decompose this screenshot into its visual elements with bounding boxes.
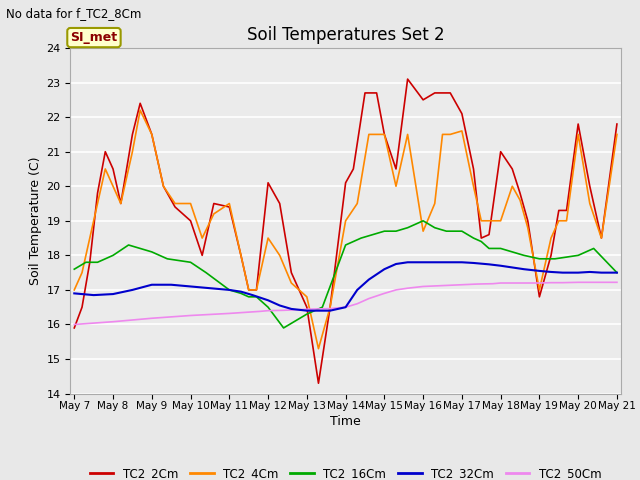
Legend: TC2_2Cm, TC2_4Cm, TC2_16Cm, TC2_32Cm, TC2_50Cm: TC2_2Cm, TC2_4Cm, TC2_16Cm, TC2_32Cm, TC… xyxy=(85,462,606,480)
Text: SI_met: SI_met xyxy=(70,31,118,44)
Y-axis label: Soil Temperature (C): Soil Temperature (C) xyxy=(29,156,42,285)
X-axis label: Time: Time xyxy=(330,415,361,429)
Title: Soil Temperatures Set 2: Soil Temperatures Set 2 xyxy=(247,25,444,44)
Text: No data for f_TC2_8Cm: No data for f_TC2_8Cm xyxy=(6,7,142,20)
